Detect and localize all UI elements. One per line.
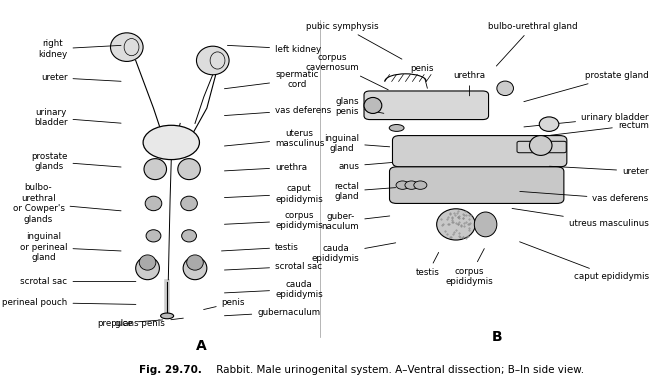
Text: prepuce: prepuce <box>97 319 163 328</box>
Text: urethra: urethra <box>453 71 485 96</box>
Text: A: A <box>195 339 206 353</box>
Text: cauda
epididymis: cauda epididymis <box>224 280 323 299</box>
Text: glans
penis: glans penis <box>336 96 384 116</box>
Text: ureter: ureter <box>550 166 649 175</box>
Text: Rabbit. Male urinogenital system. A–Ventral dissection; B–In side view.: Rabbit. Male urinogenital system. A–Vent… <box>213 366 584 376</box>
Text: pubic symphysis: pubic symphysis <box>306 22 402 59</box>
Text: caput
epididymis: caput epididymis <box>224 184 323 204</box>
Ellipse shape <box>197 46 229 75</box>
Circle shape <box>414 181 427 189</box>
Text: rectum: rectum <box>550 121 649 135</box>
Text: caput epididymis: caput epididymis <box>520 242 649 281</box>
Text: prostate gland: prostate gland <box>524 71 649 102</box>
Ellipse shape <box>181 196 197 211</box>
Text: prostate
glands: prostate glands <box>31 152 121 171</box>
Text: left kidney: left kidney <box>228 45 321 53</box>
Text: vas deferens: vas deferens <box>520 192 649 204</box>
Text: testis: testis <box>222 243 299 252</box>
Text: guber-
naculum: guber- naculum <box>321 212 390 232</box>
Ellipse shape <box>364 98 382 113</box>
FancyBboxPatch shape <box>390 167 564 204</box>
FancyBboxPatch shape <box>517 141 566 153</box>
Text: testis: testis <box>416 252 440 277</box>
Circle shape <box>396 181 409 189</box>
Ellipse shape <box>143 125 199 160</box>
Text: penis: penis <box>203 298 245 310</box>
Ellipse shape <box>539 117 559 131</box>
Circle shape <box>405 181 418 189</box>
Ellipse shape <box>529 136 552 156</box>
Text: glans penis: glans penis <box>115 318 183 328</box>
Ellipse shape <box>161 313 174 319</box>
Ellipse shape <box>497 81 514 96</box>
Text: urethra: urethra <box>224 163 307 172</box>
Text: Fig. 29.70.: Fig. 29.70. <box>138 366 201 376</box>
Ellipse shape <box>178 159 200 180</box>
Text: bulbo-
urethral
or Cowper's
glands: bulbo- urethral or Cowper's glands <box>12 183 121 223</box>
Ellipse shape <box>389 124 404 131</box>
Text: corpus
epididymis: corpus epididymis <box>445 248 493 286</box>
Text: urinary
bladder: urinary bladder <box>34 108 121 127</box>
Ellipse shape <box>182 230 197 242</box>
Ellipse shape <box>474 212 497 237</box>
Ellipse shape <box>183 257 207 280</box>
Text: anus: anus <box>338 162 392 170</box>
Ellipse shape <box>187 255 203 270</box>
Ellipse shape <box>437 209 475 240</box>
Text: spermatic
cord: spermatic cord <box>224 70 319 89</box>
Text: penis: penis <box>411 64 434 88</box>
Ellipse shape <box>144 159 167 180</box>
Text: B: B <box>492 330 502 344</box>
Text: rectal
gland: rectal gland <box>335 182 396 201</box>
Text: inguinal
or perineal
gland: inguinal or perineal gland <box>20 232 121 262</box>
Text: vas deferens: vas deferens <box>224 106 331 116</box>
Text: corpus
cavernosum: corpus cavernosum <box>306 53 388 90</box>
Text: inguinal
gland: inguinal gland <box>324 134 390 153</box>
Text: cauda
epididymis: cauda epididymis <box>312 243 396 263</box>
Text: bulbo-urethral gland: bulbo-urethral gland <box>488 22 577 66</box>
Text: scrotal sac: scrotal sac <box>224 262 322 271</box>
Ellipse shape <box>110 33 143 61</box>
Text: urinary bladder: urinary bladder <box>524 113 649 127</box>
Text: scrotal sac: scrotal sac <box>20 277 136 286</box>
FancyBboxPatch shape <box>392 136 567 167</box>
Ellipse shape <box>146 230 161 242</box>
Ellipse shape <box>145 196 162 211</box>
Text: right
kidney: right kidney <box>38 39 121 59</box>
Text: corpus
epididymis: corpus epididymis <box>224 211 323 230</box>
Text: perineal pouch: perineal pouch <box>2 298 136 307</box>
Ellipse shape <box>139 255 156 270</box>
Text: utreus masculinus: utreus masculinus <box>512 209 649 228</box>
FancyBboxPatch shape <box>364 91 489 119</box>
Text: gubernaculum: gubernaculum <box>224 308 320 316</box>
Text: uterus
masculinus: uterus masculinus <box>224 129 325 148</box>
Text: ureter: ureter <box>41 73 121 82</box>
Ellipse shape <box>136 257 159 280</box>
